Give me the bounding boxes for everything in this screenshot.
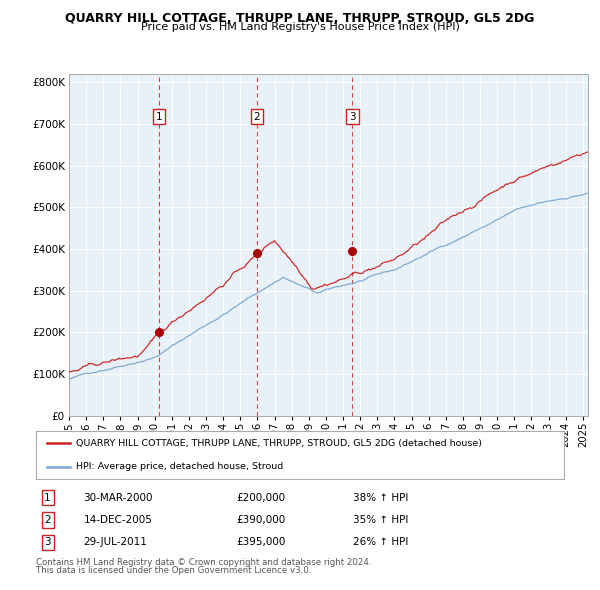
Text: £395,000: £395,000 [236,537,286,548]
Text: 1: 1 [44,493,51,503]
Text: 1: 1 [155,112,162,122]
Text: 2: 2 [44,515,51,525]
Text: £390,000: £390,000 [236,515,286,525]
Text: 29-JUL-2011: 29-JUL-2011 [83,537,148,548]
Text: £200,000: £200,000 [236,493,286,503]
Text: 14-DEC-2005: 14-DEC-2005 [83,515,152,525]
Text: 3: 3 [44,537,51,548]
Text: 26% ↑ HPI: 26% ↑ HPI [353,537,408,548]
Text: 2: 2 [253,112,260,122]
Text: This data is licensed under the Open Government Licence v3.0.: This data is licensed under the Open Gov… [36,566,311,575]
Text: 35% ↑ HPI: 35% ↑ HPI [353,515,408,525]
Text: QUARRY HILL COTTAGE, THRUPP LANE, THRUPP, STROUD, GL5 2DG (detached house): QUARRY HILL COTTAGE, THRUPP LANE, THRUPP… [76,439,482,448]
Text: QUARRY HILL COTTAGE, THRUPP LANE, THRUPP, STROUD, GL5 2DG: QUARRY HILL COTTAGE, THRUPP LANE, THRUPP… [65,12,535,25]
Text: Price paid vs. HM Land Registry's House Price Index (HPI): Price paid vs. HM Land Registry's House … [140,22,460,32]
Text: HPI: Average price, detached house, Stroud: HPI: Average price, detached house, Stro… [76,462,283,471]
Text: Contains HM Land Registry data © Crown copyright and database right 2024.: Contains HM Land Registry data © Crown c… [36,558,371,566]
Text: 3: 3 [349,112,356,122]
Text: 38% ↑ HPI: 38% ↑ HPI [353,493,408,503]
Text: 30-MAR-2000: 30-MAR-2000 [83,493,153,503]
